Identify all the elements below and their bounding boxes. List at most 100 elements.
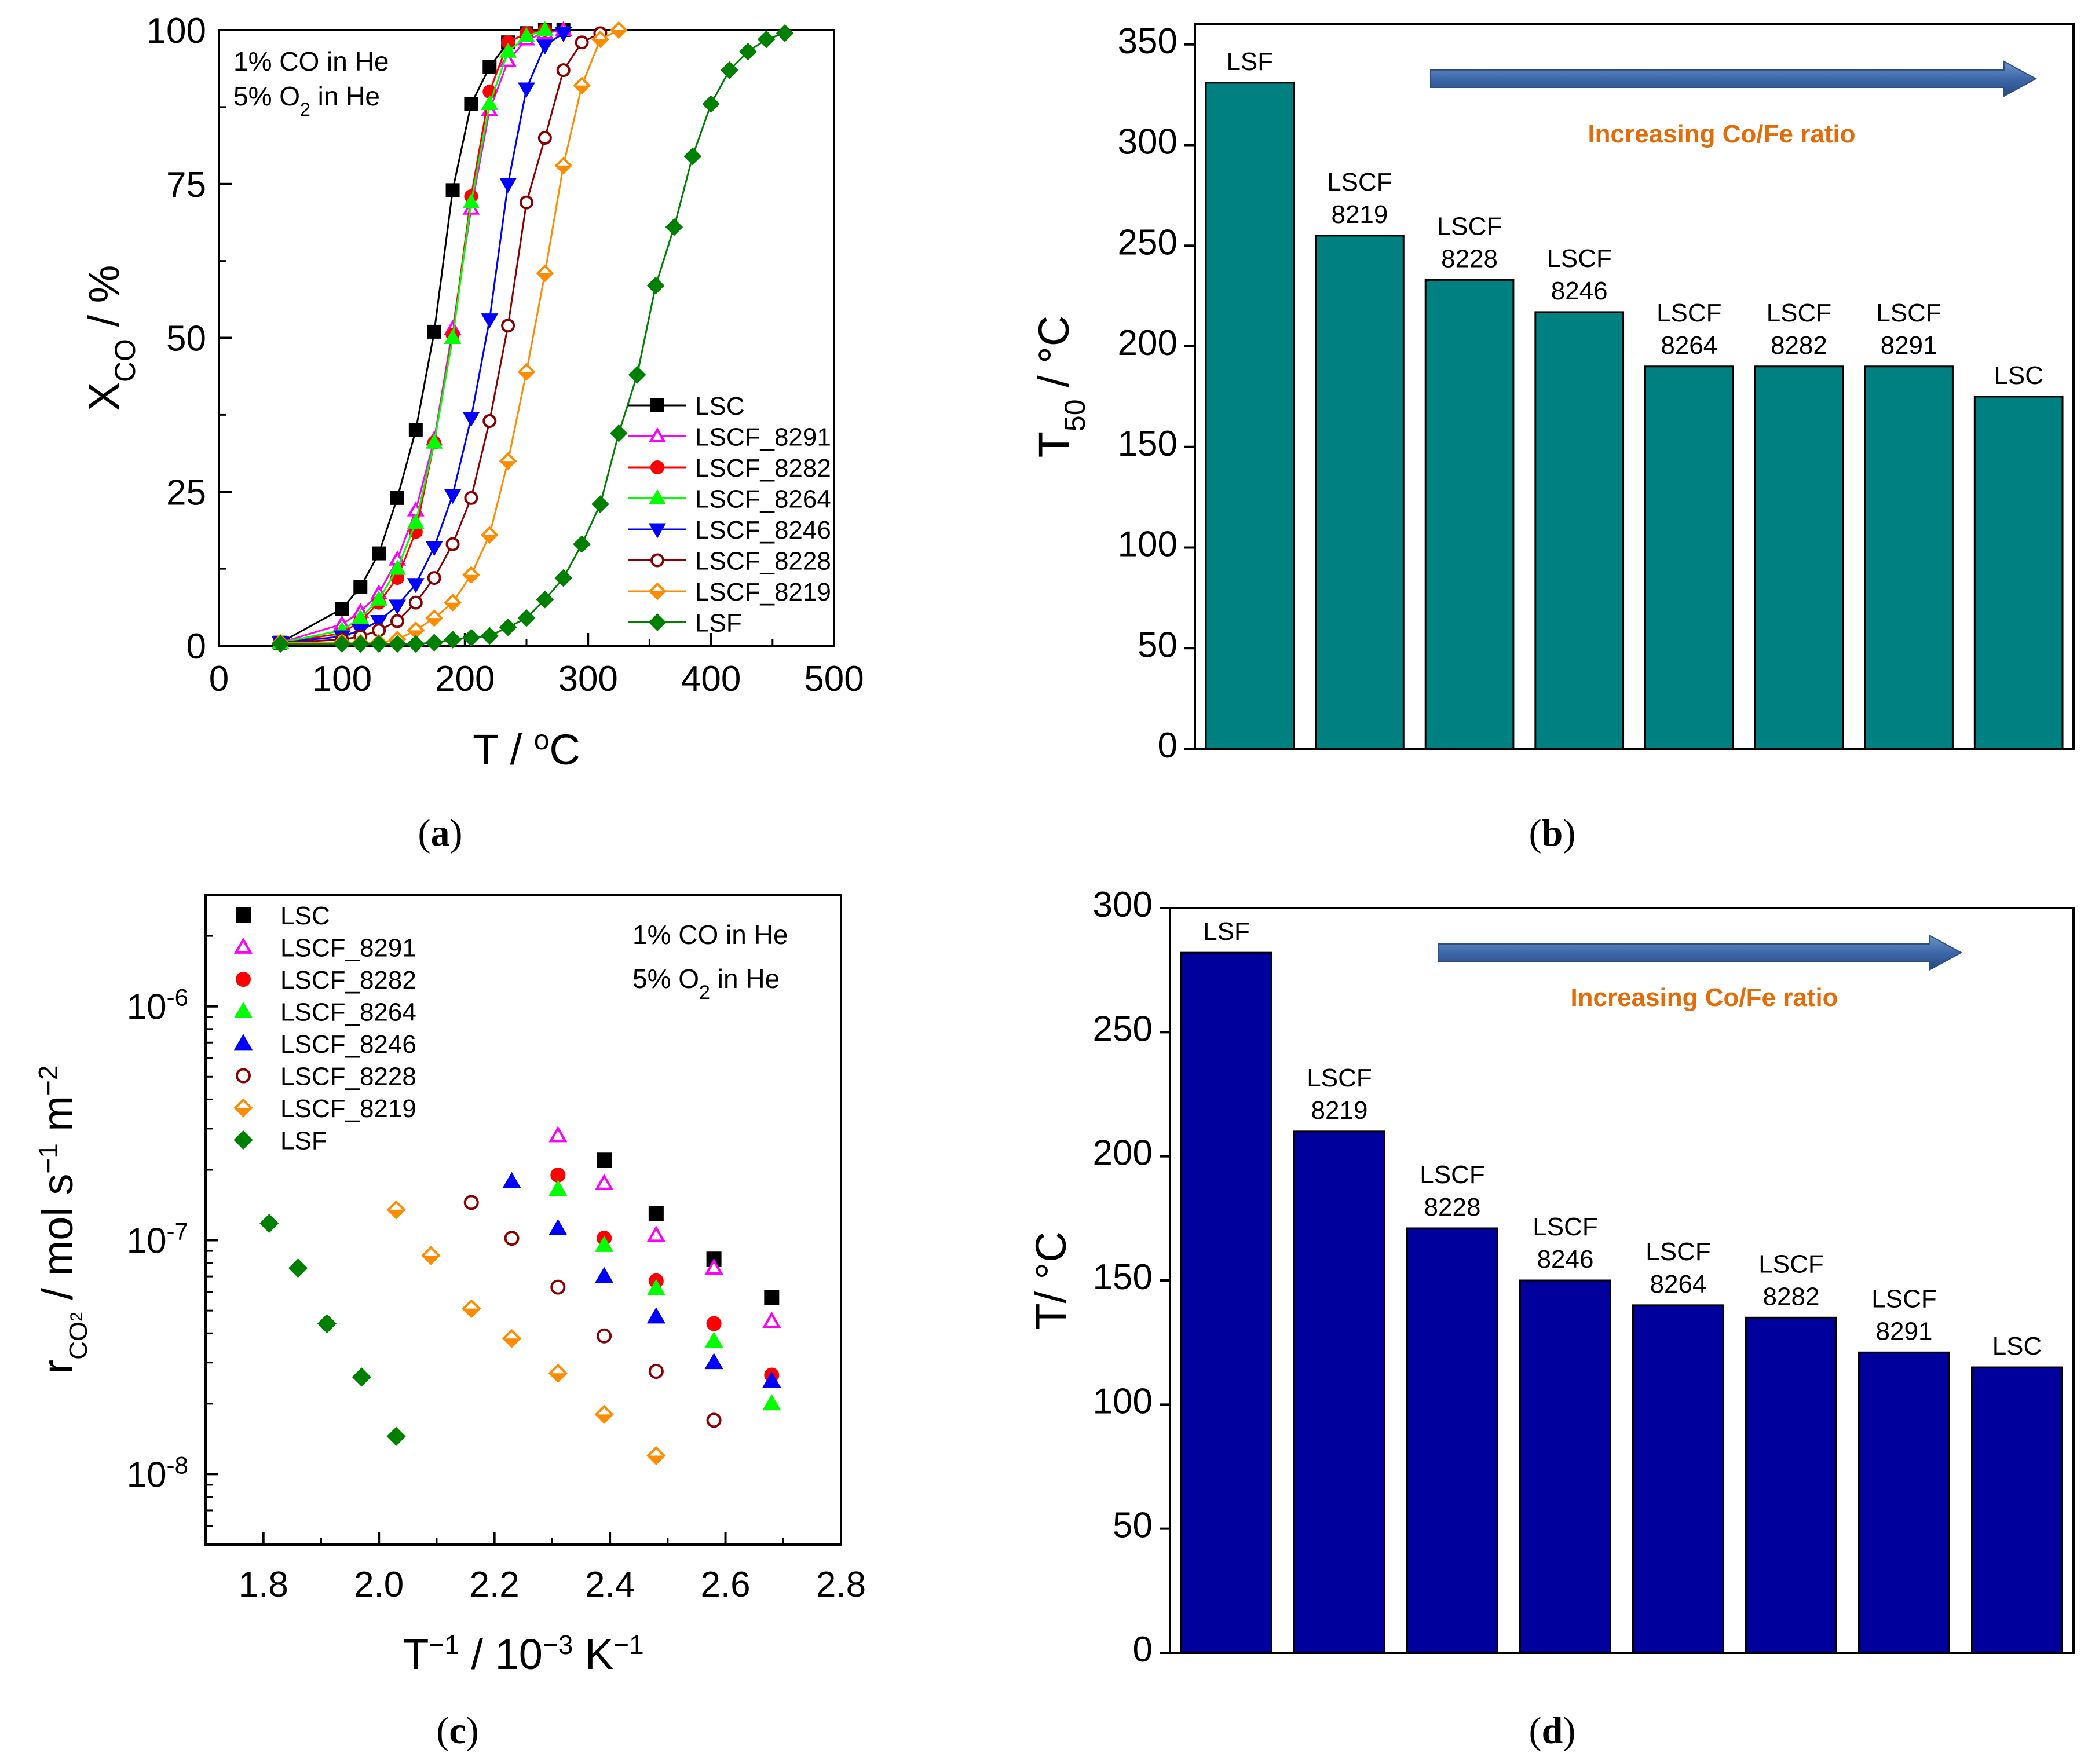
data-point-lscf-8264 [389, 559, 406, 575]
data-point-lscf-8228 [463, 1195, 479, 1210]
legend-label-lsc: LSC [695, 392, 745, 420]
data-point-lsf [271, 635, 290, 653]
series-lsf [271, 24, 794, 653]
data-point-lsf [721, 61, 738, 79]
data-point-lsc [408, 423, 423, 437]
data-point-lsf [386, 1426, 406, 1446]
legend-marker-lscf-8291 [649, 427, 666, 442]
data-point-lscf-8246 [554, 27, 572, 42]
panel-label-d: (d) [1529, 1710, 1576, 1752]
data-point-lscf-8264 [704, 1331, 723, 1348]
data-point-lsf [425, 634, 444, 652]
data-point-lscf-8291 [704, 1258, 723, 1275]
legend-label-lscf-8291: LSCF_8291 [695, 423, 831, 452]
data-point-lsf [554, 569, 573, 587]
bar-lsf [1205, 82, 1295, 750]
legend-marker-lscf-8282 [236, 972, 251, 987]
data-point-lscf-8246 [646, 1307, 665, 1324]
legend-label-lscf-8282: LSCF_8282 [695, 454, 831, 482]
data-point-lscf-8246 [389, 599, 406, 615]
marker-outline [548, 1363, 568, 1383]
data-point-lscf-8264 [762, 1394, 781, 1411]
bar-label: 8291 [1881, 331, 1937, 360]
legend-marker-lsc [650, 398, 664, 412]
data-point-lscf-8246 [548, 1219, 568, 1236]
data-point-lscf-8264 [548, 1180, 568, 1196]
data-point-lscf-8228 [537, 131, 552, 145]
data-point-lscf-8228 [597, 1328, 612, 1344]
data-point-lscf-8264 [352, 609, 370, 624]
y-axis-label: XCO / % [80, 265, 141, 411]
legend-label-lscf-8246: LSCF_8246 [695, 516, 831, 544]
bar-label: LSC [1994, 361, 2043, 390]
data-point-lsf [462, 628, 480, 647]
legend-marker-lscf-8219 [233, 1098, 253, 1118]
series-line-lscf-8228 [280, 32, 601, 644]
legend-marker-lscf-8264 [233, 1001, 253, 1018]
data-point-lsf [646, 276, 665, 295]
data-point-lscf-8219 [573, 76, 591, 94]
data-point-lscf-8228 [464, 491, 478, 505]
series-line-lscf-8291 [280, 29, 564, 644]
y-tick-label: 10-6 [127, 983, 188, 1027]
marker-half-fill [519, 371, 534, 379]
marker-half-fill [550, 1373, 566, 1381]
data-point-lscf-8219 [499, 452, 517, 470]
y-tick-label: 25 [166, 473, 206, 513]
marker-outline [386, 1200, 406, 1220]
data-point-lsf [333, 635, 351, 653]
bar-label: LSCF [1437, 212, 1502, 240]
legend-label-lscf-8246: LSCF_8246 [280, 1030, 416, 1059]
bar-label: LSC [1992, 1332, 2042, 1360]
data-point-lsc [445, 183, 460, 197]
legend-label-lscf-8282: LSCF_8282 [280, 966, 416, 994]
y-tick-label: 100 [147, 11, 206, 51]
data-point-lsf [351, 635, 370, 653]
data-point-lscf-8264 [462, 193, 480, 209]
data-point-lscf-8246 [762, 1371, 781, 1388]
marker-half-fill [596, 1414, 612, 1423]
marker-half-fill [503, 1338, 520, 1347]
y-tick-label: 150 [1118, 424, 1178, 464]
data-point-lscf-8228 [445, 537, 460, 551]
bar-label: 8291 [1876, 1317, 1933, 1345]
series-lscf-8264 [272, 21, 554, 649]
bar-lscf-8228 [1406, 1227, 1498, 1654]
x-tick-label: 100 [312, 659, 372, 699]
data-point-lsf [407, 635, 425, 653]
x-tick-label: 1.8 [239, 1565, 288, 1605]
bar-lscf-8282 [1745, 1316, 1837, 1654]
series-lsc [273, 23, 571, 650]
data-point-lsf [609, 424, 628, 442]
marker-outline [646, 1445, 666, 1466]
data-point-lscf-8264 [370, 590, 388, 606]
y-tick-label: 0 [1133, 1630, 1153, 1670]
y-tick-label: 75 [166, 165, 206, 205]
marker-half-fill [556, 165, 571, 173]
marker-outline [591, 30, 609, 49]
y-tick-label: 200 [1093, 1133, 1153, 1173]
x-tick-label: 2.6 [700, 1565, 750, 1605]
y-tick-label: 300 [1118, 122, 1178, 162]
bar-label: 8264 [1650, 1270, 1707, 1298]
marker-outline [573, 76, 591, 94]
data-point-lscf-8228 [556, 63, 571, 78]
legend-label-lsf: LSF [695, 609, 742, 638]
data-point-lsf [480, 627, 499, 645]
marker-outline [499, 452, 517, 470]
panel-label-a: (a) [418, 812, 463, 854]
data-point-lscf-8219 [462, 1299, 481, 1319]
data-point-lscf-8219 [444, 594, 462, 612]
data-point-lscf-8246 [481, 313, 499, 329]
data-point-lscf-8291 [548, 1126, 568, 1143]
data-point-lscf-8219 [425, 609, 444, 627]
data-point-lscf-8219 [548, 1363, 568, 1383]
y-tick-label: 100 [1118, 525, 1178, 565]
data-point-lsf [776, 24, 794, 42]
plot-frame [204, 894, 842, 1546]
data-point-lsf [370, 635, 388, 653]
marker-outline [502, 1329, 522, 1348]
data-point-lscf-8291 [595, 1173, 614, 1190]
data-point-lsf [683, 147, 702, 166]
legend-marker-lscf-8282 [650, 460, 664, 474]
